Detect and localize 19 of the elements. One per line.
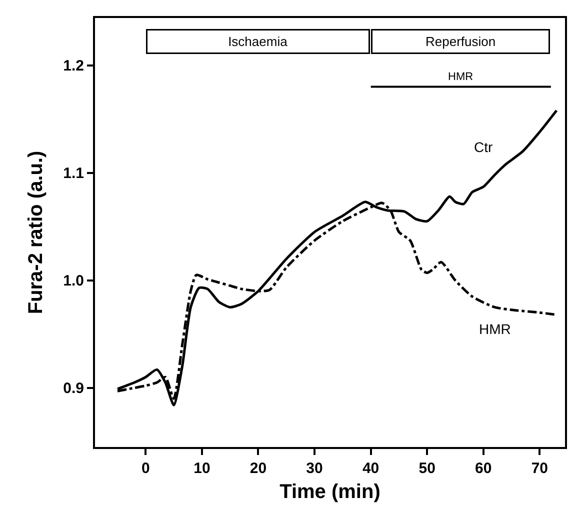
- x-tick-label: 0: [141, 460, 150, 477]
- annotation: Ischaemia: [228, 34, 288, 49]
- y-tick-label: 1.2: [63, 58, 84, 75]
- y-tick-label: 0.9: [63, 380, 84, 398]
- series-label: HMR: [479, 321, 511, 337]
- x-tick-label: 10: [194, 460, 210, 477]
- y-tick-label: 1.0: [63, 272, 84, 290]
- series-label: HMR: [448, 71, 474, 83]
- y-tick-label: 1.1: [63, 165, 84, 182]
- annotation: Reperfusion: [426, 34, 496, 49]
- x-tick-label: 40: [362, 460, 380, 477]
- x-tick-label: 20: [250, 460, 267, 477]
- x-axis-title: Time (min): [280, 481, 380, 503]
- x-tick-label: 70: [531, 460, 548, 477]
- x-tick-label: 30: [306, 460, 323, 477]
- series-label: Ctr: [474, 139, 493, 155]
- y-axis-title: Fura-2 ratio (a.u.): [25, 150, 48, 314]
- x-tick-label: 60: [475, 460, 492, 477]
- x-tick-label: 50: [418, 460, 436, 477]
